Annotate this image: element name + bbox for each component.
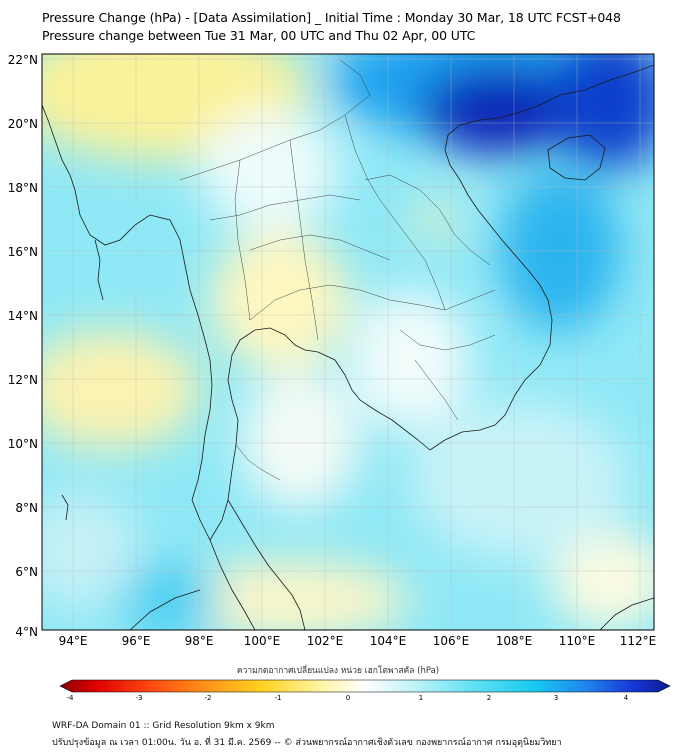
lat-label: 8°N <box>15 501 38 515</box>
colorbar-tick: 4 <box>624 694 629 702</box>
lat-label: 14°N <box>8 309 38 323</box>
lat-label: 18°N <box>8 181 38 195</box>
colorbar-tick: -2 <box>205 694 212 702</box>
colorbar-tick: 1 <box>419 694 423 702</box>
lat-label: 10°N <box>8 437 38 451</box>
gridlines <box>42 54 654 630</box>
lat-label: 12°N <box>8 373 38 387</box>
colorbar-tick: -4 <box>67 694 75 702</box>
lat-label: 6°N <box>15 565 38 579</box>
lon-label: 108°E <box>496 634 533 648</box>
map-subtitle: Pressure change between Tue 31 Mar, 00 U… <box>42 28 476 43</box>
latitude-labels: 22°N 20°N 18°N 16°N 14°N 12°N 10°N 8°N 6… <box>8 53 38 639</box>
lat-label: 4°N <box>15 625 38 639</box>
colorbar-tick: 2 <box>487 694 491 702</box>
lon-label: 106°E <box>433 634 470 648</box>
lon-label: 100°E <box>244 634 281 648</box>
colorbar-label: ความกดอากาศเปลี่ยนแปลง หน่วย เฮกโตพาสคัล… <box>236 666 440 676</box>
provincial-borders <box>179 59 496 481</box>
lat-label: 16°N <box>8 245 38 259</box>
longitude-labels: 94°E 96°E 98°E 100°E 102°E 104°E 106°E 1… <box>59 634 657 648</box>
lat-label: 20°N <box>8 117 38 131</box>
lon-label: 98°E <box>185 634 214 648</box>
colorbar-tick: -1 <box>275 694 282 702</box>
colorbar-tick: 3 <box>554 694 558 702</box>
colorbar-ramp <box>59 679 671 693</box>
lon-label: 94°E <box>59 634 88 648</box>
update-credit: ปรับปรุงข้อมูล ณ เวลา 01:00น. วัน อ. ที่… <box>52 738 562 748</box>
lon-label: 104°E <box>370 634 407 648</box>
model-info: WRF-DA Domain 01 :: Grid Resolution 9km … <box>52 721 275 731</box>
colorbar-tick: 0 <box>346 694 350 702</box>
lon-label: 112°E <box>620 634 657 648</box>
lon-label: 96°E <box>122 634 151 648</box>
lat-label: 22°N <box>8 53 38 67</box>
map-frame <box>41 53 655 631</box>
map-title: Pressure Change (hPa) - [Data Assimilati… <box>42 10 621 25</box>
pressure-field <box>42 54 654 630</box>
colorbar-tick: -3 <box>136 694 143 702</box>
lon-label: 102°E <box>307 634 344 648</box>
lon-label: 110°E <box>559 634 596 648</box>
coastlines <box>42 64 654 630</box>
colorbar: -4 -3 -2 -1 0 1 2 3 4 <box>59 679 671 702</box>
